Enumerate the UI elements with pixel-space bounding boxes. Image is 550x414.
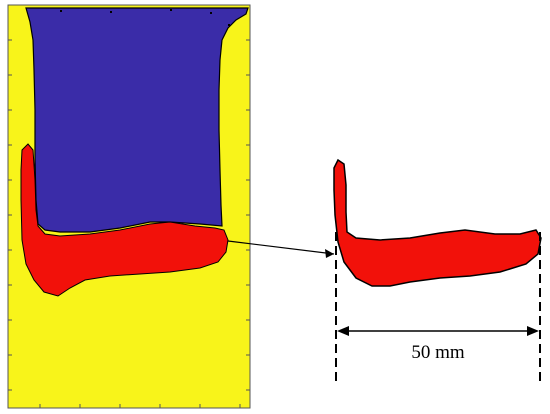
simulation-panel xyxy=(7,4,251,409)
panel-left-ticks xyxy=(8,39,12,391)
upper-region-speckles xyxy=(60,9,230,26)
connector-arrow xyxy=(227,240,335,258)
dimension-label: 50 mm xyxy=(411,342,465,363)
dimension-arrowhead-right xyxy=(527,326,539,336)
panel-bottom-ticks xyxy=(39,404,241,408)
highlight-region-panel xyxy=(20,143,229,297)
dimension-marker xyxy=(335,232,541,382)
panel-right-ticks xyxy=(246,39,250,391)
upper-region xyxy=(25,7,249,233)
dimension-arrowhead-left xyxy=(337,326,349,336)
highlight-region-detail xyxy=(333,158,542,287)
